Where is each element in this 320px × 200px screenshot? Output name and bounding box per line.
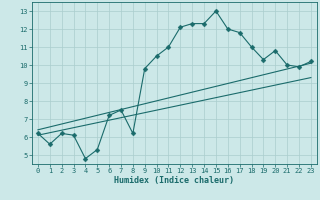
X-axis label: Humidex (Indice chaleur): Humidex (Indice chaleur)	[115, 176, 234, 185]
